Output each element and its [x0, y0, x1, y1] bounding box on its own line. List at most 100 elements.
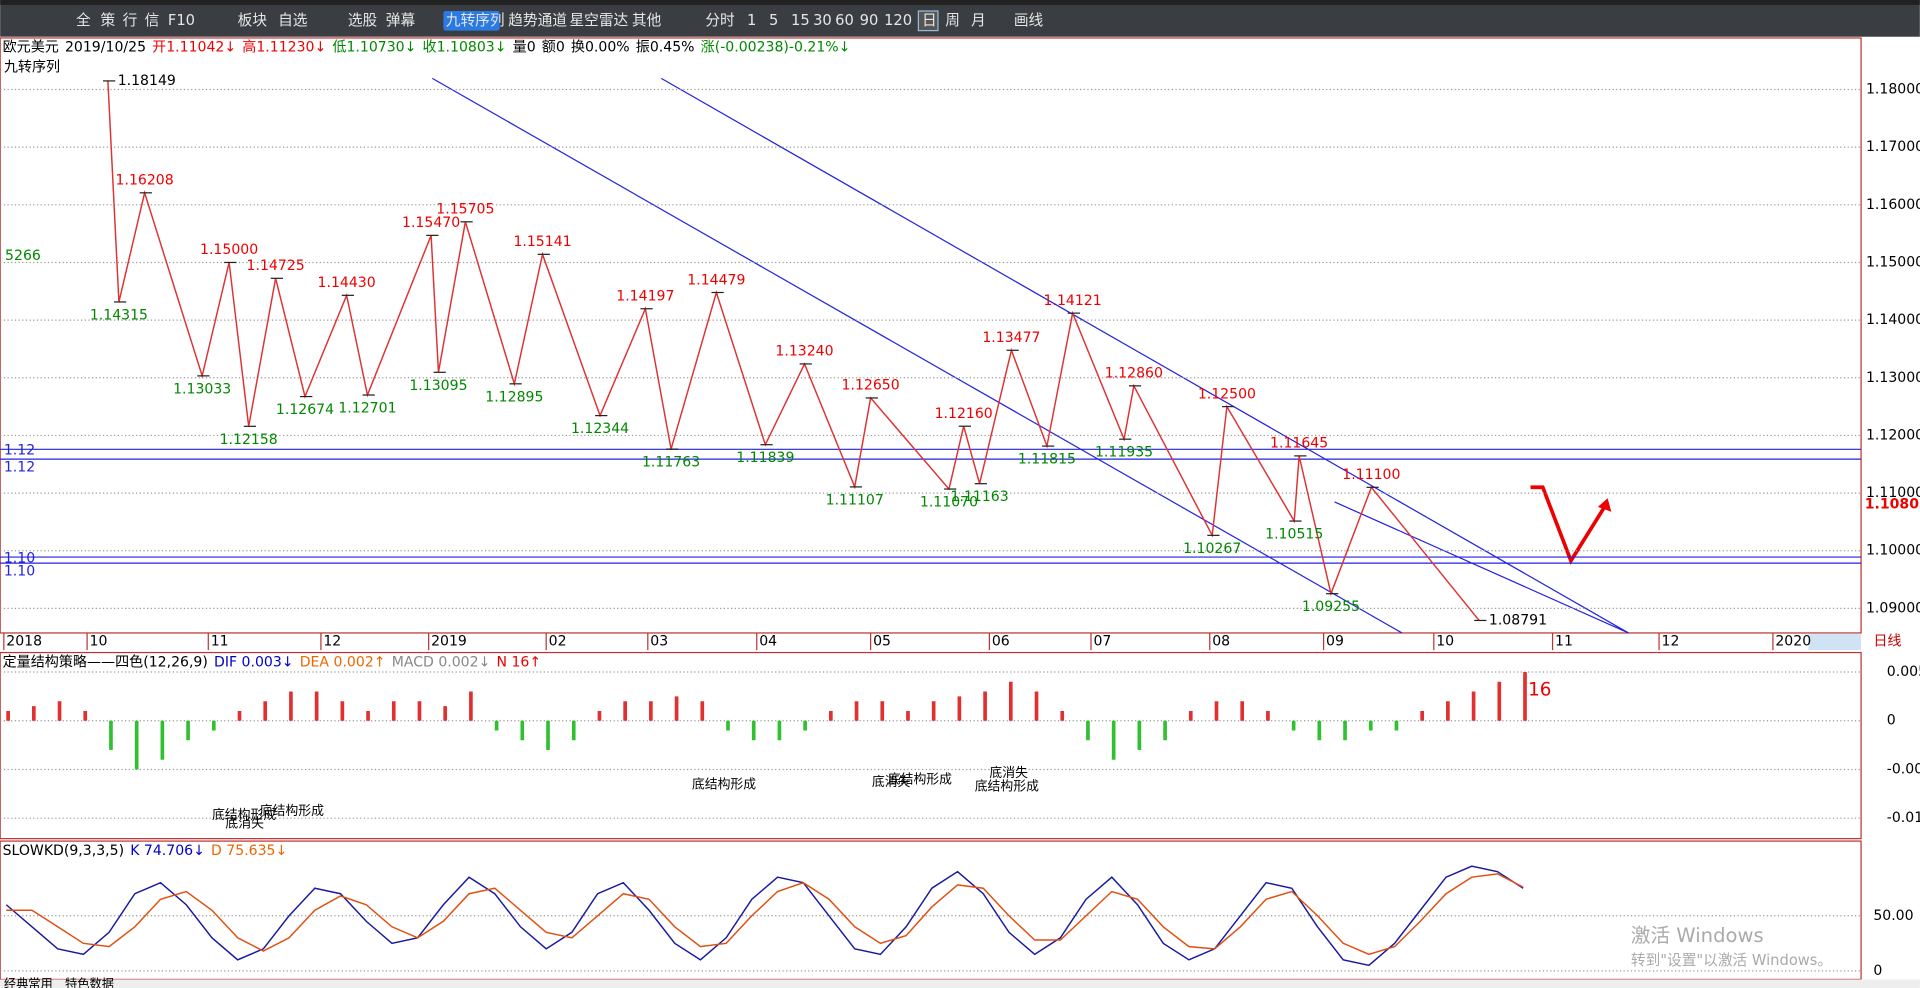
price-label: 1.14197: [616, 289, 674, 305]
x-tick-label: 03: [650, 634, 668, 650]
macd-bar: [109, 720, 113, 750]
toolbar-item[interactable]: 120: [884, 12, 912, 29]
x-tick-label: 10: [1436, 634, 1454, 650]
toolbar-item[interactable]: 自选: [278, 12, 308, 29]
toolbar-item[interactable]: 月: [971, 12, 986, 29]
macd-bar: [314, 691, 319, 721]
channel-line: [1334, 501, 1629, 634]
price-label: 1.12674: [276, 402, 334, 418]
toolbar-item[interactable]: 画线: [1014, 12, 1044, 29]
macd-bar: [6, 711, 10, 721]
macd-bar: [623, 701, 627, 721]
header-item: 低1.10730↓: [332, 40, 416, 56]
toolbar-item[interactable]: 弹幕: [386, 12, 416, 29]
macd-bar: [777, 720, 782, 741]
macd-note: 底结构形成: [888, 771, 952, 787]
toolbar-item[interactable]: 全: [76, 11, 91, 29]
x-tick-label: 12: [1662, 634, 1680, 650]
macd-bar: [1060, 711, 1065, 721]
macd-note: 底消失: [225, 815, 264, 831]
toolbar-item[interactable]: 趋势通道: [508, 12, 567, 29]
x-tick-label: 05: [873, 634, 891, 650]
macd-bar: [31, 706, 36, 721]
price-label: 1.11163: [951, 489, 1009, 505]
toolbar-item[interactable]: F10: [168, 12, 195, 29]
toolbar-item[interactable]: 板块: [238, 11, 268, 29]
toolbar-item[interactable]: 策: [101, 12, 116, 29]
macd-note: 底结构形成: [975, 779, 1039, 795]
y-tick-label: 1.14000: [1866, 312, 1920, 328]
macd-bar: [1111, 720, 1116, 760]
macd-note: 底结构形成: [692, 776, 756, 792]
price-label: 1.15470: [402, 215, 460, 231]
footer-tab[interactable]: 经典常用: [4, 977, 53, 988]
price-label: 1.12860: [1105, 366, 1163, 382]
price-label: 1.11070: [920, 495, 978, 511]
toolbar-item[interactable]: 信: [145, 12, 160, 29]
toolbar-item[interactable]: 60: [835, 12, 854, 29]
macd-bar: [674, 696, 679, 721]
header-item: 量0: [513, 40, 536, 56]
toolbar-item[interactable]: 选股: [348, 12, 378, 29]
macd-bar: [1471, 691, 1476, 721]
price-label: 1.09255: [1302, 599, 1360, 615]
macd-bar: [1214, 701, 1219, 721]
macd-bar: [289, 691, 293, 721]
macd-bar: [1368, 720, 1373, 731]
toolbar-item[interactable]: 行: [123, 12, 138, 29]
price-label: 1.12158: [220, 432, 278, 448]
macd-bar: [931, 701, 936, 721]
macd-bar: [1240, 701, 1245, 721]
macd-bar: [520, 720, 525, 741]
toolbar-item[interactable]: 分时: [705, 12, 735, 29]
macd-bar: [211, 720, 216, 731]
channel-line: [660, 77, 1629, 634]
price-label: 1.11107: [826, 492, 884, 508]
arrow-head: [1597, 498, 1612, 512]
toolbar-item[interactable]: 30: [813, 12, 832, 29]
scroll-thumb[interactable]: [1808, 634, 1862, 651]
price-label: 1.11763: [642, 455, 700, 471]
price-label: 1.11645: [1270, 436, 1328, 452]
toolbar-item[interactable]: 15: [791, 12, 810, 29]
toolbar-item[interactable]: 九转序列: [446, 12, 505, 29]
x-tick-label: 2018: [6, 634, 42, 650]
price-label: 1.13033: [173, 381, 231, 397]
edge-label: 5266: [5, 248, 41, 264]
y-tick-label: 1.16000: [1866, 197, 1920, 213]
macd-bar: [186, 720, 190, 741]
toolbar-item[interactable]: 1: [747, 12, 756, 29]
x-tick-label: 12: [323, 634, 341, 650]
header-item: D 75.635↓: [211, 843, 287, 859]
header-item: N 16↑: [496, 654, 541, 670]
y-tick-label: 0: [1887, 713, 1896, 729]
y-tick-label: 1.12000: [1866, 427, 1920, 443]
price-label: 1.12160: [935, 406, 993, 422]
footer-tab[interactable]: 特色数据: [65, 976, 114, 988]
price-label: 1.11100: [1342, 467, 1400, 483]
toolbar-item[interactable]: 90: [860, 12, 879, 29]
macd-bar: [1420, 711, 1425, 721]
toolbar-item[interactable]: 星空雷达: [569, 12, 628, 29]
macd-bar: [751, 720, 756, 741]
toolbar-item[interactable]: 5: [769, 12, 778, 29]
macd-bar: [957, 696, 962, 721]
level-label: 1.12: [4, 443, 35, 459]
y-tick-label: 1.11000: [1866, 485, 1920, 501]
header: 定量结构策略——四色(12,26,9) DIF 0.003↓ DEA 0.002↑ M…: [3, 653, 542, 670]
level-label: 1.10: [4, 550, 35, 566]
toolbar-item[interactable]: 日: [922, 12, 937, 29]
kd-line: [6, 873, 1524, 956]
price-label: 1.13240: [775, 344, 833, 360]
macd-bar: [1523, 672, 1527, 721]
macd-note: 底结构形成: [212, 807, 276, 823]
x-tick-label: 07: [1093, 634, 1111, 650]
y-tick-label: 1.13000: [1866, 370, 1920, 386]
macd-bar: [263, 701, 268, 721]
macd-bar: [1137, 720, 1142, 750]
toolbar-item[interactable]: 其他: [632, 12, 662, 29]
price-label: 1.11839: [736, 450, 794, 466]
toolbar-item[interactable]: 周: [945, 12, 960, 29]
macd-bar: [1343, 720, 1347, 741]
macd-bar: [1266, 711, 1270, 721]
